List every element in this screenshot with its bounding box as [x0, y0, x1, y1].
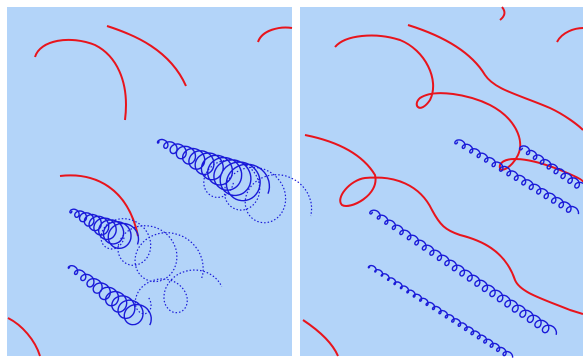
- right-panel: [300, 7, 583, 356]
- left-panel: [7, 7, 292, 356]
- screenshot: [0, 0, 583, 358]
